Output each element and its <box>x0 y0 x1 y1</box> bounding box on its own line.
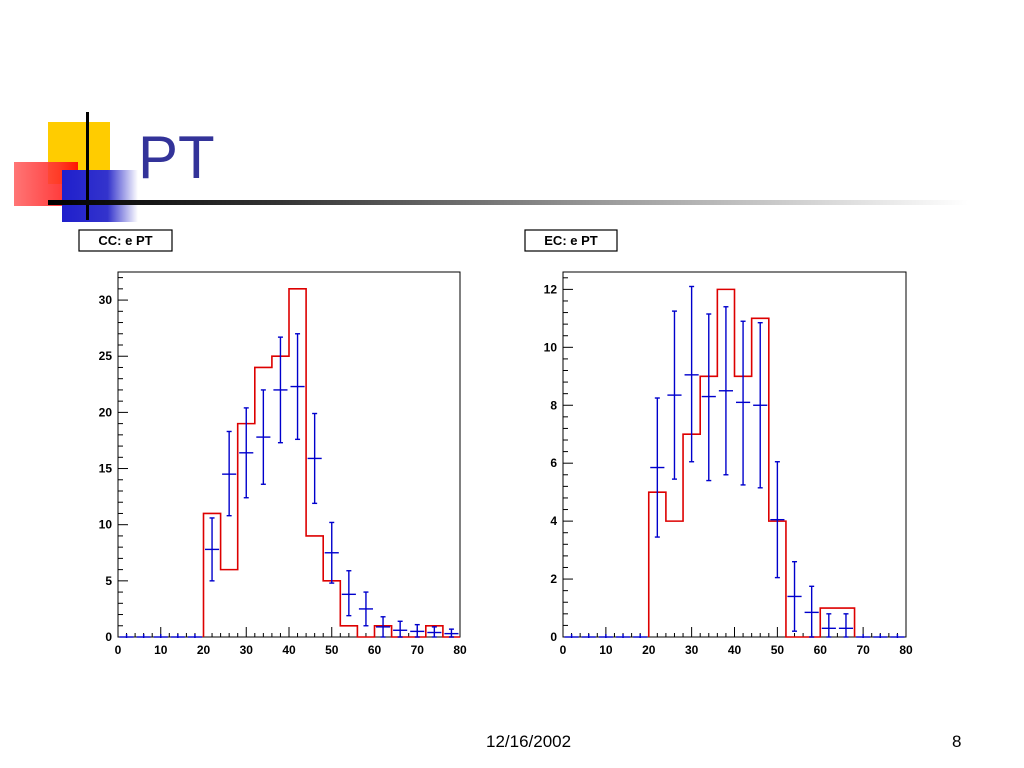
x-tick-label: 10 <box>154 643 168 657</box>
x-tick-label: 10 <box>599 643 613 657</box>
y-tick-label: 2 <box>550 572 557 586</box>
x-tick-label: 0 <box>560 643 567 657</box>
data-point <box>341 570 356 617</box>
title-underline-rule <box>48 200 968 205</box>
x-tick-label: 80 <box>899 643 913 657</box>
y-tick-label: 10 <box>544 340 558 354</box>
data-point <box>787 560 802 632</box>
data-point <box>136 634 151 638</box>
data-point <box>736 320 751 486</box>
y-tick-label: 15 <box>99 462 113 476</box>
data-point <box>753 321 768 489</box>
footer-date: 12/16/2002 <box>486 732 572 751</box>
x-tick-label: 20 <box>642 643 656 657</box>
x-tick-label: 30 <box>685 643 699 657</box>
x-tick-label: 0 <box>115 643 122 657</box>
data-point <box>684 285 699 463</box>
data-point <box>187 634 202 638</box>
data-point <box>205 517 220 582</box>
y-tick-label: 25 <box>99 349 113 363</box>
y-tick-label: 4 <box>550 514 557 528</box>
data-point <box>770 461 785 579</box>
data-point <box>667 310 682 480</box>
y-tick-label: 20 <box>99 405 113 419</box>
y-tick-label: 12 <box>544 282 558 296</box>
data-point <box>324 521 339 584</box>
data-point <box>273 336 288 444</box>
x-tick-label: 20 <box>197 643 211 657</box>
x-tick-label: 80 <box>453 643 467 657</box>
data-point <box>256 389 271 485</box>
chart-title-box <box>78 229 173 252</box>
data-point <box>615 634 631 638</box>
x-tick-label: 30 <box>240 643 254 657</box>
x-tick-label: 50 <box>771 643 785 657</box>
data-point <box>564 634 579 638</box>
data-point <box>427 626 442 638</box>
y-tick-label: 5 <box>105 574 112 588</box>
data-point <box>856 634 871 638</box>
chart-panel-1: CC: e PT 0 10 20 30 40 50 60 70 80 0 5 10 15 20 25 30 <box>78 229 467 657</box>
chart-title-box <box>524 229 618 252</box>
histogram-panels: CC: e PT0 10 20 30 40 50 60 70 80051015202530EC:… <box>78 229 913 657</box>
slide-title: PT <box>138 124 215 191</box>
x-tick-label: 70 <box>411 643 425 657</box>
y-tick-label: 8 <box>550 398 557 412</box>
chart-title: EC: e PT <box>544 233 598 248</box>
data-point <box>804 585 819 638</box>
data-point <box>890 634 905 638</box>
data-point <box>598 634 613 638</box>
x-tick-label: 50 <box>325 643 339 657</box>
x-tick-label: 60 <box>814 643 828 657</box>
y-tick-label: 0 <box>550 630 557 644</box>
x-tick-label: 70 <box>856 643 870 657</box>
data-point <box>119 634 134 638</box>
data-point <box>701 313 716 482</box>
data-point <box>821 613 836 638</box>
data-point <box>633 634 648 638</box>
y-tick-label: 30 <box>99 293 113 307</box>
x-tick-label: 40 <box>282 643 296 657</box>
data-point <box>393 620 408 638</box>
data-point <box>290 333 305 441</box>
footer-page-number: 8 <box>952 732 962 751</box>
y-tick-label: 10 <box>99 518 113 532</box>
x-tick-label: 40 <box>728 643 742 657</box>
data-point <box>581 634 596 638</box>
chart-panel-2: EC: e PT 0 10 20 30 40 50 60 70 80 0 2 4 6 8 10 12 <box>524 229 913 657</box>
title-decoration-blue-square <box>62 170 138 222</box>
data-point <box>376 616 391 638</box>
chart-title: CC: e PT <box>98 233 152 248</box>
title-decoration-vertical-line <box>86 112 89 220</box>
data-point <box>239 407 254 499</box>
y-tick-label: 0 <box>105 630 112 644</box>
data-point <box>222 430 237 517</box>
data-point <box>838 613 854 638</box>
histogram-steps <box>202 288 460 638</box>
x-tick-label: 60 <box>368 643 382 657</box>
y-tick-label: 6 <box>550 456 557 470</box>
data-point <box>410 623 425 638</box>
data-point <box>153 634 168 638</box>
data-point <box>358 591 373 627</box>
data-point <box>873 634 888 638</box>
data-point <box>718 306 733 476</box>
data-point <box>170 634 185 638</box>
data-point <box>307 412 322 505</box>
data-point <box>650 397 665 538</box>
data-point <box>444 628 459 638</box>
